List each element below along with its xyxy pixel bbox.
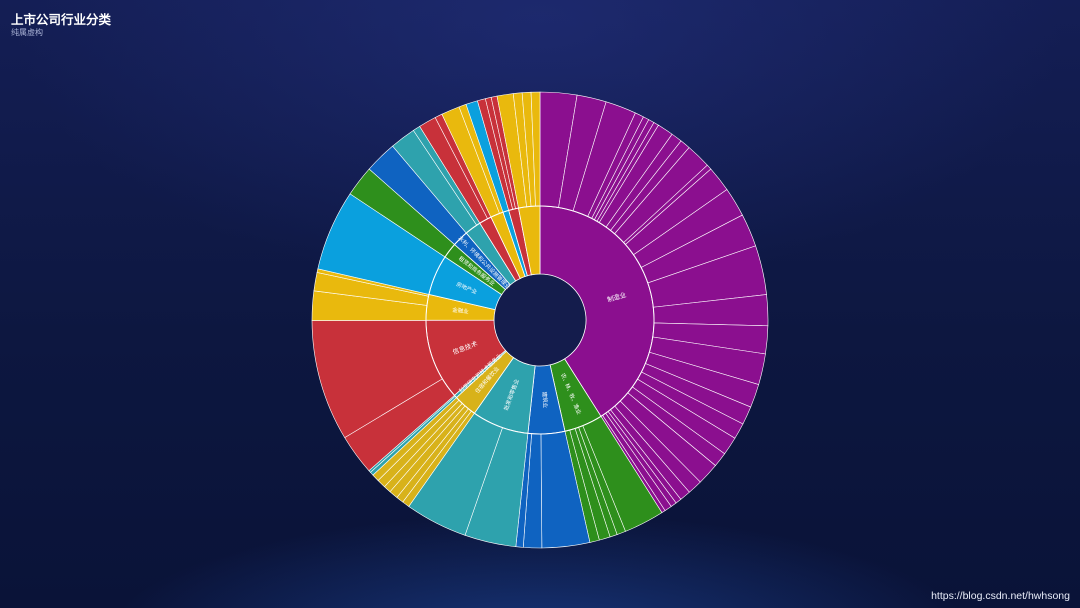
- ring-separator: [425, 205, 655, 435]
- center-hole: [494, 274, 586, 366]
- chart-subtitle: 纯属虚构: [11, 28, 43, 37]
- inner-segment-label: 建筑业: [541, 391, 550, 408]
- inner-segment-label: 金融业: [452, 306, 470, 316]
- chart-title: 上市公司行业分类: [11, 13, 112, 27]
- segments: [311, 91, 769, 549]
- watermark: https://blog.csdn.net/hwhsong: [931, 590, 1070, 602]
